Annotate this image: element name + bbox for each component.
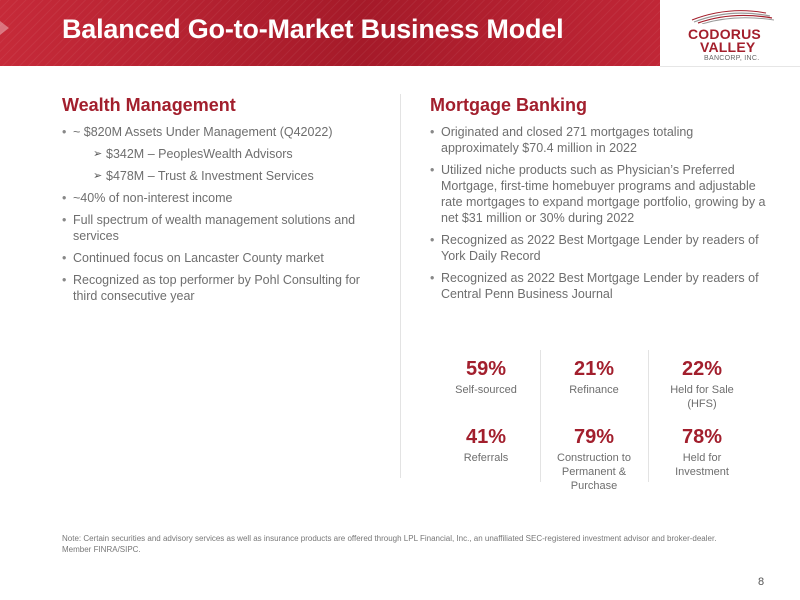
wealth-management-title: Wealth Management bbox=[62, 95, 236, 115]
stat-held-for-investment: 78% Held for Investment bbox=[648, 426, 756, 479]
slide-title: Balanced Go-to-Market Business Model bbox=[62, 14, 564, 44]
arrow-bullet-icon: ➢ bbox=[93, 170, 103, 182]
bullet-icon: • bbox=[430, 271, 435, 285]
list-item: ➢ $342M – PeoplesWealth Advisors bbox=[93, 147, 293, 161]
list-item: • Utilized niche products such as Physici… bbox=[430, 163, 766, 225]
mortgage-stats-grid: 59% Self-sourced 41% Referrals 21% Refin… bbox=[432, 350, 762, 492]
list-item: • Continued focus on Lancaster County mar… bbox=[62, 251, 324, 265]
mortgage-banking-title: Mortgage Banking bbox=[430, 95, 588, 115]
bullet-icon: • bbox=[62, 125, 67, 139]
bullet-icon: • bbox=[62, 273, 67, 287]
bullet-icon: • bbox=[430, 125, 435, 139]
stat-held-for-sale: 22% Held for Sale (HFS) bbox=[648, 358, 756, 411]
company-logo: CODORUS VALLEY BANCORP, INC. bbox=[686, 10, 778, 66]
stat-label: Referrals bbox=[463, 452, 509, 464]
stat-label: Construction to Permanent & Purchase bbox=[557, 452, 631, 492]
list-item: • Recognized as 2022 Best Mortgage Lender… bbox=[430, 233, 759, 263]
stat-value: 21% bbox=[573, 358, 615, 380]
column-divider bbox=[400, 94, 401, 478]
list-item: ➢ $478M – Trust & Investment Services bbox=[93, 169, 314, 183]
logo-line-2: VALLEY bbox=[700, 39, 756, 55]
disclosure-footnote: Note: Certain securities and advisory se… bbox=[62, 534, 717, 554]
codorus-valley-logo-mark-icon bbox=[691, 10, 774, 24]
bullet-icon: • bbox=[62, 213, 67, 227]
list-item: • Full spectrum of wealth management solu… bbox=[62, 213, 356, 243]
title-arrow-icon bbox=[0, 21, 9, 35]
stat-value: 41% bbox=[465, 426, 507, 448]
stat-label: Held for Sale (HFS) bbox=[670, 384, 734, 410]
bullet-icon: • bbox=[430, 163, 435, 177]
stat-value: 22% bbox=[681, 358, 723, 380]
header-rule bbox=[660, 66, 800, 67]
stat-label: Refinance bbox=[569, 384, 619, 396]
stat-referrals: 41% Referrals bbox=[432, 426, 540, 465]
logo-line-1: CODORUS bbox=[688, 26, 761, 42]
stat-label: Self-sourced bbox=[455, 384, 517, 396]
stat-self-sourced: 59% Self-sourced bbox=[432, 358, 540, 397]
logo-line-3: BANCORP, INC. bbox=[704, 55, 760, 62]
title-band-texture bbox=[0, 0, 660, 66]
wealth-bullet-list: • ~ $820M Assets Under Management (Q42022… bbox=[62, 124, 372, 310]
list-item: • Originated and closed 271 mortgages tot… bbox=[430, 125, 694, 155]
stat-label: Held for Investment bbox=[675, 452, 729, 478]
bullet-icon: • bbox=[430, 233, 435, 247]
stats-divider bbox=[540, 350, 541, 482]
stat-value: 79% bbox=[573, 426, 615, 448]
list-item: • ~40% of non-interest income bbox=[62, 191, 233, 205]
bullet-icon: • bbox=[62, 191, 67, 205]
bullet-icon: • bbox=[62, 251, 67, 265]
stat-construction-purchase: 79% Construction to Permanent & Purchase bbox=[540, 426, 648, 493]
stat-value: 78% bbox=[681, 426, 723, 448]
list-item: • Recognized as top performer by Pohl Con… bbox=[62, 273, 360, 303]
page-number: 8 bbox=[758, 576, 765, 588]
list-item: • Recognized as 2022 Best Mortgage Lender… bbox=[430, 271, 759, 301]
stats-divider bbox=[648, 350, 649, 482]
list-item: • ~ $820M Assets Under Management (Q42022… bbox=[62, 125, 333, 139]
arrow-bullet-icon: ➢ bbox=[93, 148, 103, 160]
mortgage-bullet-list: • Originated and closed 271 mortgages tot… bbox=[430, 124, 766, 308]
stat-refinance: 21% Refinance bbox=[540, 358, 648, 397]
stat-value: 59% bbox=[465, 358, 507, 380]
title-band: Balanced Go-to-Market Business Model bbox=[0, 0, 660, 66]
